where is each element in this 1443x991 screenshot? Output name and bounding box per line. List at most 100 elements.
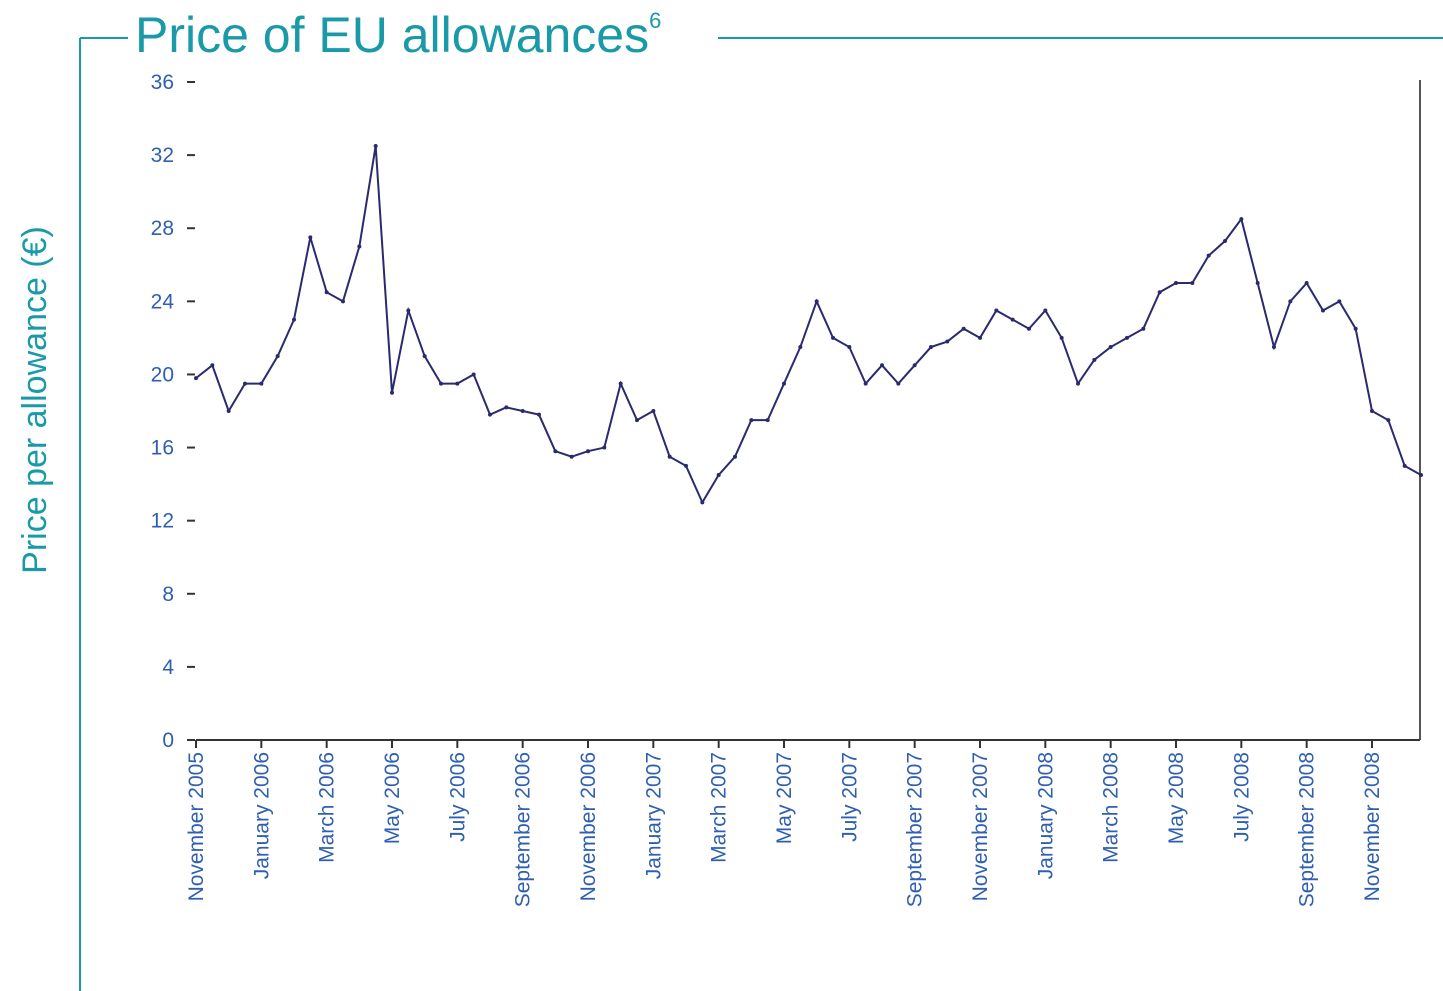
point [1206, 253, 1211, 258]
x-tick-label: May 2006 [381, 752, 404, 844]
x-tick-label: March 2007 [708, 752, 731, 863]
x-tick-label: May 2008 [1165, 752, 1188, 844]
point [667, 454, 672, 459]
x-tick-label: November 2006 [577, 752, 600, 901]
point [324, 290, 329, 295]
point [847, 345, 852, 350]
point [1043, 308, 1048, 313]
x-tick-label: July 2008 [1230, 752, 1253, 842]
y-tick-label: 36 [151, 71, 174, 94]
chart-title: Price of EU allowances6 [135, 7, 661, 63]
point [439, 381, 443, 386]
point [243, 381, 247, 386]
point [1059, 335, 1064, 340]
point [961, 326, 966, 331]
point [765, 418, 770, 423]
x-tick-label: May 2007 [773, 752, 796, 844]
point [357, 244, 362, 249]
point [504, 405, 509, 410]
point [1027, 326, 1031, 331]
x-tick-label: March 2006 [316, 752, 339, 863]
x-tick-label: January 2006 [250, 752, 273, 879]
title-note: 6 [649, 8, 661, 33]
point [1010, 317, 1015, 322]
point [1272, 345, 1276, 350]
x-tick-label: January 2008 [1034, 752, 1057, 879]
y-tick-label: 8 [162, 583, 174, 606]
point [651, 409, 656, 413]
y-tick-label: 12 [151, 510, 174, 533]
point [749, 418, 754, 423]
x-tick-label: September 2006 [512, 752, 535, 907]
point [978, 335, 982, 340]
point [912, 363, 917, 368]
price-line [195, 145, 1422, 505]
point [537, 412, 541, 417]
point [684, 463, 688, 468]
point [406, 308, 411, 313]
x-tick-label: January 2007 [642, 752, 665, 879]
point [390, 390, 394, 395]
x-tick-label: November 2008 [1361, 752, 1384, 901]
point [1386, 418, 1391, 423]
point [880, 363, 884, 368]
point [341, 299, 345, 304]
point [226, 409, 231, 413]
point [1157, 290, 1162, 295]
point [814, 299, 819, 304]
point [1141, 326, 1146, 331]
x-tick-label: November 2005 [185, 752, 208, 901]
y-tick-label: 20 [151, 363, 174, 386]
y-tick-label: 4 [162, 656, 174, 679]
point [569, 454, 574, 459]
point [1108, 345, 1113, 350]
point [1402, 463, 1407, 468]
point [1076, 381, 1080, 386]
point [1353, 326, 1358, 331]
point [896, 381, 901, 386]
point [586, 449, 590, 454]
point [618, 381, 623, 386]
point [1223, 239, 1227, 244]
point [259, 381, 264, 386]
point [782, 381, 786, 386]
y-tick-label: 24 [151, 290, 175, 313]
point [308, 235, 313, 240]
y-tick-label: 28 [151, 217, 174, 240]
y-axis-label: Price per allowance (€) [16, 226, 54, 574]
point [798, 345, 803, 350]
point [1255, 281, 1260, 286]
point [700, 500, 705, 505]
point [1370, 409, 1374, 413]
point [455, 381, 460, 386]
point [945, 339, 950, 344]
point [929, 345, 933, 350]
point [275, 354, 280, 359]
point [863, 381, 868, 386]
point [520, 409, 525, 413]
point [422, 354, 427, 359]
point [602, 445, 607, 450]
point [471, 372, 476, 377]
point [831, 335, 835, 340]
point [292, 317, 296, 322]
point [1304, 281, 1309, 286]
point [733, 454, 737, 459]
point [488, 412, 492, 417]
x-tick-label: September 2008 [1296, 752, 1319, 907]
point [1288, 299, 1293, 304]
x-tick-label: November 2007 [969, 752, 992, 901]
point [716, 472, 721, 477]
x-tick-label: July 2007 [838, 752, 861, 842]
point [1190, 281, 1195, 286]
y-tick-label: 16 [151, 437, 174, 460]
point [635, 418, 639, 423]
point [1092, 357, 1097, 362]
x-tick-label: July 2006 [446, 752, 469, 842]
x-tick-label: September 2007 [904, 752, 927, 907]
point [1419, 472, 1423, 477]
point [194, 376, 198, 381]
point [210, 363, 215, 368]
x-tick-label: March 2008 [1100, 752, 1123, 863]
